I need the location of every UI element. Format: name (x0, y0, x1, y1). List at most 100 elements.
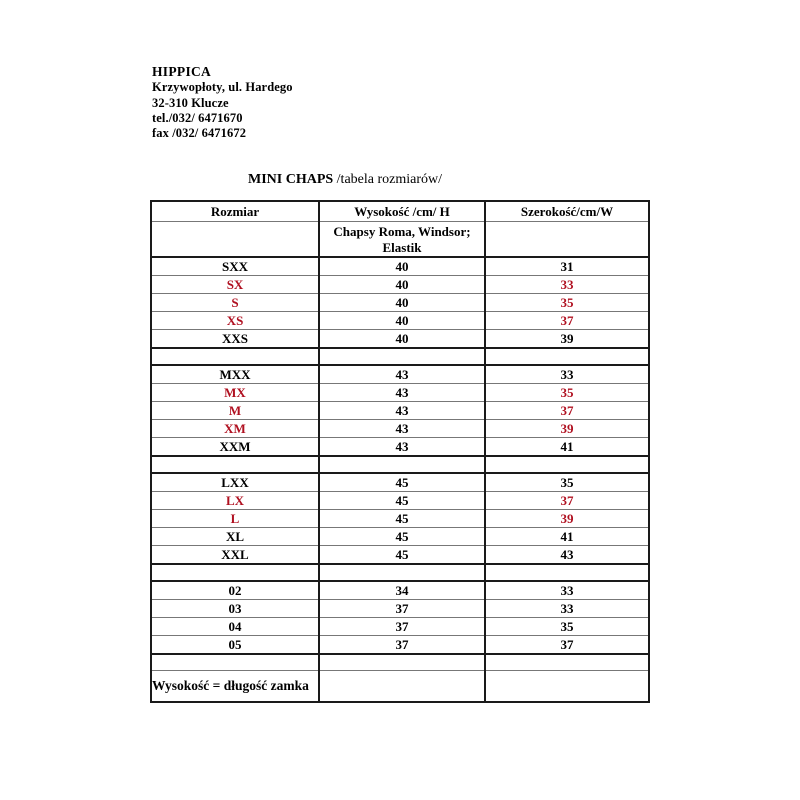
empty-cell (318, 653, 486, 671)
table-row: 05 37 37 (150, 635, 650, 655)
header-cell-size: Rozmiar (150, 200, 320, 222)
subheader-cell-width (484, 221, 650, 258)
spacer-cell (150, 455, 320, 474)
table-row: S 40 35 (150, 293, 650, 312)
table-header-row: Rozmiar Wysokość /cm/ H Szerokość/cm/W (150, 200, 650, 222)
spacer-cell (318, 455, 486, 474)
table-row: LX 45 37 (150, 491, 650, 510)
cell-width: 35 (484, 293, 650, 312)
cell-width: 35 (484, 383, 650, 402)
table-empty-row (150, 653, 650, 671)
cell-height: 40 (318, 275, 486, 294)
cell-width: 37 (484, 311, 650, 330)
table-subheader-row: Chapsy Roma, Windsor; Elastik (150, 221, 650, 258)
table-spacer-row (150, 563, 650, 582)
cell-size: 03 (150, 599, 320, 618)
spacer-cell (318, 347, 486, 366)
cell-height: 43 (318, 419, 486, 438)
cell-height: 40 (318, 311, 486, 330)
spacer-cell (150, 563, 320, 582)
cell-width: 37 (484, 491, 650, 510)
size-chart-table: Rozmiar Wysokość /cm/ H Szerokość/cm/W C… (150, 200, 650, 703)
cell-height: 45 (318, 545, 486, 565)
cell-size: MX (150, 383, 320, 402)
table-row: XM 43 39 (150, 419, 650, 438)
cell-size: XXL (150, 545, 320, 565)
cell-width: 39 (484, 419, 650, 438)
cell-size: 04 (150, 617, 320, 636)
page-title: MINI CHAPS /tabela rozmiarów/ (248, 172, 442, 188)
cell-height: 45 (318, 509, 486, 528)
cell-height: 43 (318, 437, 486, 457)
cell-height: 40 (318, 329, 486, 349)
cell-size: L (150, 509, 320, 528)
cell-size: XXM (150, 437, 320, 457)
cell-size: XM (150, 419, 320, 438)
cell-height: 43 (318, 364, 486, 384)
empty-cell (150, 653, 320, 671)
spacer-cell (484, 347, 650, 366)
cell-width: 39 (484, 329, 650, 349)
cell-width: 43 (484, 545, 650, 565)
cell-size: SXX (150, 256, 320, 276)
cell-width: 35 (484, 617, 650, 636)
table-row: LXX 45 35 (150, 472, 650, 492)
cell-width: 31 (484, 256, 650, 276)
cell-width: 33 (484, 275, 650, 294)
company-city: 32-310 Klucze (152, 95, 229, 110)
cell-size: 02 (150, 580, 320, 600)
empty-cell (484, 670, 650, 703)
cell-size: MXX (150, 364, 320, 384)
table-row: MXX 43 33 (150, 364, 650, 384)
cell-width: 39 (484, 509, 650, 528)
company-fax: fax /032/ 6471672 (152, 126, 247, 141)
cell-width: 35 (484, 472, 650, 492)
table-row: XL 45 41 (150, 527, 650, 546)
cell-height: 37 (318, 599, 486, 618)
cell-height: 45 (318, 527, 486, 546)
company-address-block: HIPPICA Krzywopłoty, ul. Hardego 32-310 … (152, 64, 293, 141)
header-cell-width: Szerokość/cm/W (484, 200, 650, 222)
table-row: SXX 40 31 (150, 256, 650, 276)
table-row: XXM 43 41 (150, 437, 650, 457)
table-row: XXS 40 39 (150, 329, 650, 349)
spacer-cell (318, 563, 486, 582)
cell-size: XXS (150, 329, 320, 349)
table-row: 02 34 33 (150, 580, 650, 600)
cell-size: S (150, 293, 320, 312)
page-title-sub: /tabela rozmiarów/ (333, 172, 443, 187)
company-name: HIPPICA (152, 64, 212, 79)
empty-cell (318, 670, 486, 703)
cell-width: 37 (484, 635, 650, 655)
cell-width: 41 (484, 437, 650, 457)
cell-size: 05 (150, 635, 320, 655)
cell-width: 33 (484, 580, 650, 600)
table-row: XS 40 37 (150, 311, 650, 330)
cell-size: LXX (150, 472, 320, 492)
footer-note: Wysokość = długość zamka (152, 678, 309, 693)
cell-size: XL (150, 527, 320, 546)
cell-height: 45 (318, 472, 486, 492)
empty-cell (484, 653, 650, 671)
table-row: 03 37 33 (150, 599, 650, 618)
table-row: SX 40 33 (150, 275, 650, 294)
cell-height: 43 (318, 383, 486, 402)
empty-cell (150, 670, 320, 703)
cell-height: 37 (318, 635, 486, 655)
cell-height: 40 (318, 293, 486, 312)
cell-width: 41 (484, 527, 650, 546)
cell-height: 45 (318, 491, 486, 510)
table-row: XXL 45 43 (150, 545, 650, 565)
page-title-main: MINI CHAPS (248, 172, 334, 187)
cell-size: LX (150, 491, 320, 510)
cell-height: 34 (318, 580, 486, 600)
spacer-cell (484, 563, 650, 582)
table-spacer-row (150, 455, 650, 474)
table-row: 04 37 35 (150, 617, 650, 636)
table-empty-row (150, 670, 650, 703)
cell-size: M (150, 401, 320, 420)
subheader-height-text: Chapsy Roma, Windsor; Elastik (333, 223, 471, 255)
cell-height: 40 (318, 256, 486, 276)
subheader-cell-height: Chapsy Roma, Windsor; Elastik (318, 221, 486, 258)
